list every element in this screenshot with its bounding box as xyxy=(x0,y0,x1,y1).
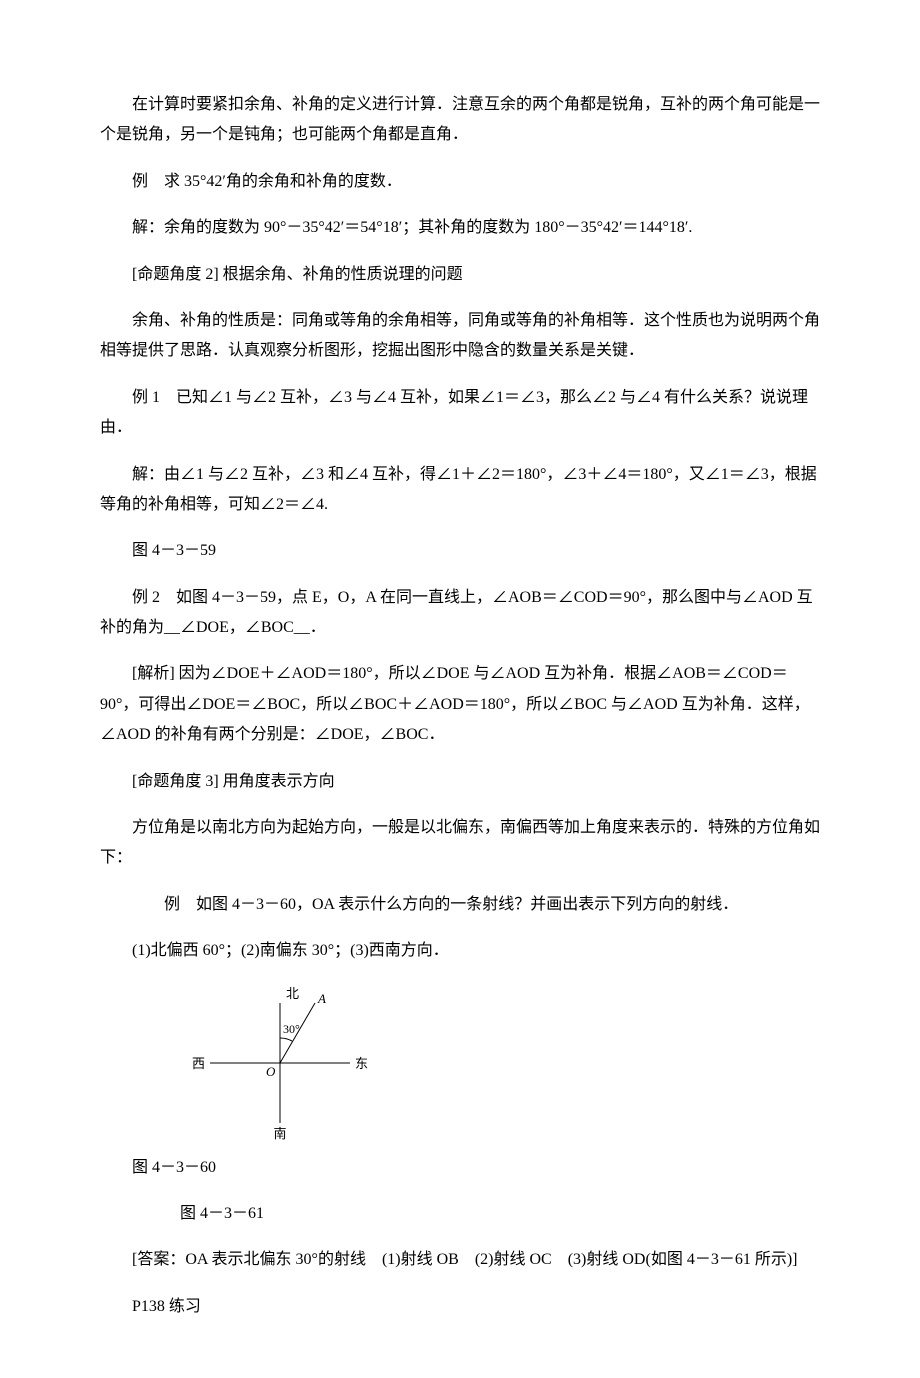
figure-caption: 图 4－3－60 xyxy=(100,1153,820,1183)
figure-caption: 图 4－3－59 xyxy=(100,536,820,566)
west-label: 西 xyxy=(192,1056,205,1071)
paragraph: 余角、补角的性质是：同角或等角的余角相等，同角或等角的补角相等．这个性质也为说明… xyxy=(100,306,820,367)
paragraph: 例 如图 4－3－60，OA 表示什么方向的一条射线？并画出表示下列方向的射线． xyxy=(100,890,820,920)
paragraph: 例 求 35°42′角的余角和补角的度数． xyxy=(100,167,820,197)
south-label: 南 xyxy=(273,1126,286,1141)
paragraph: [命题角度 2] 根据余角、补角的性质说理的问题 xyxy=(100,260,820,290)
paragraph: [答案：OA 表示北偏东 30°的射线 (1)射线 OB (2)射线 OC (3… xyxy=(100,1245,820,1275)
paragraph: 例 2 如图 4－3－59，点 E，O，A 在同一直线上，∠AOB＝∠COD＝9… xyxy=(100,583,820,644)
angle-label: 30° xyxy=(283,1022,300,1036)
paragraph: 在计算时要紧扣余角、补角的定义进行计算．注意互余的两个角都是锐角，互补的两个角可… xyxy=(100,90,820,151)
east-label: 东 xyxy=(355,1056,368,1071)
paragraph: 解：由∠1 与∠2 互补，∠3 和∠4 互补，得∠1＋∠2＝180°，∠3＋∠4… xyxy=(100,460,820,521)
paragraph: P138 练习 xyxy=(100,1292,820,1322)
a-label: A xyxy=(317,991,326,1006)
north-label: 北 xyxy=(286,986,299,1001)
paragraph: 例 1 已知∠1 与∠2 互补，∠3 与∠4 互补，如果∠1＝∠3，那么∠2 与… xyxy=(100,383,820,444)
paragraph: 解：余角的度数为 90°－35°42′＝54°18′；其补角的度数为 180°－… xyxy=(100,213,820,243)
figure-caption: 图 4－3－61 xyxy=(100,1199,820,1229)
paragraph: [解析] 因为∠DOE＋∠AOD＝180°，所以∠DOE 与∠AOD 互为补角．… xyxy=(100,659,820,750)
paragraph: 方位角是以南北方向为起始方向，一般是以北偏东，南偏西等加上角度来表示的．特殊的方… xyxy=(100,813,820,874)
paragraph: [命题角度 3] 用角度表示方向 xyxy=(100,767,820,797)
compass-diagram: 北 南 东 西 O A 30° xyxy=(180,983,820,1143)
origin-label: O xyxy=(266,1064,276,1079)
paragraph: (1)北偏西 60°；(2)南偏东 30°；(3)西南方向． xyxy=(100,936,820,966)
